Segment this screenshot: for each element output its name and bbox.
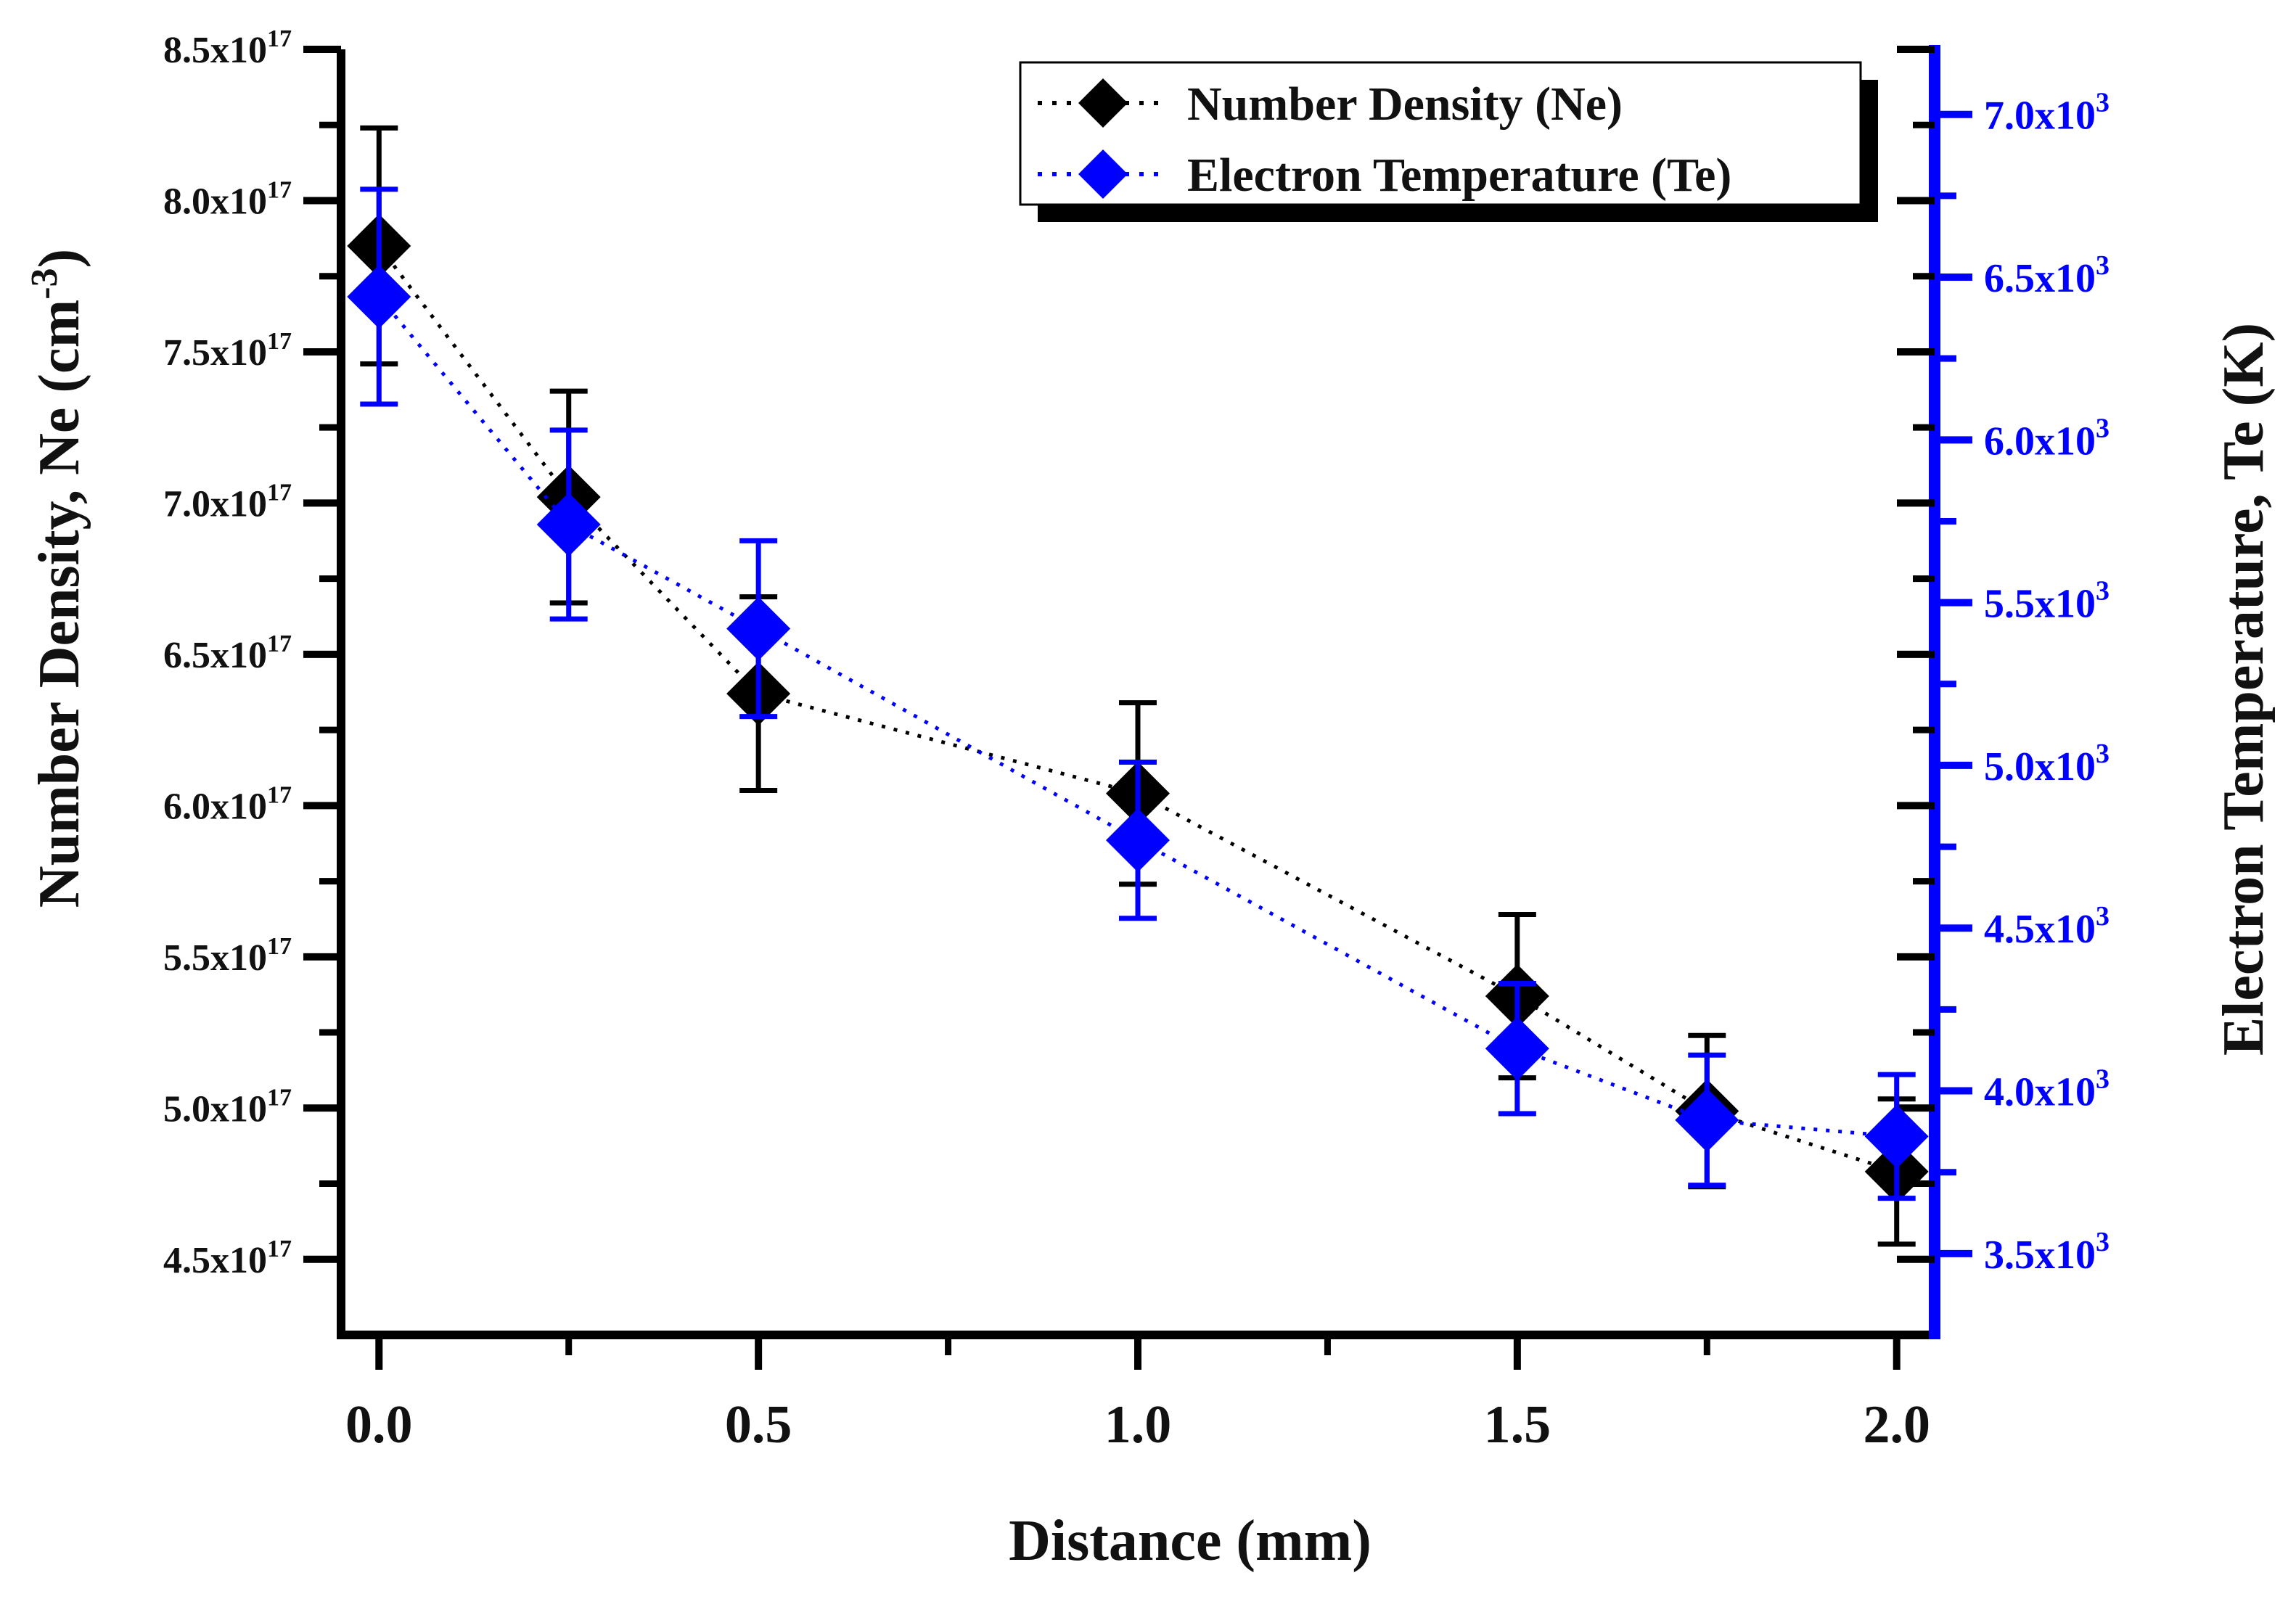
y-left-tick-label: 4.5x1017 [163,1236,292,1281]
x-tick-label: 1.0 [1104,1395,1172,1455]
tick-exponent: 3 [2096,413,2110,443]
tick-exponent: 17 [267,630,292,657]
tick-base: 4.5x10 [163,1240,267,1281]
tick-exponent: 3 [2096,739,2110,769]
y-left-tick-label: 6.5x1017 [163,630,292,676]
axes-layer: 4.5x10175.0x10175.5x10176.0x10176.5x1017… [163,25,2110,1455]
x-tick-label: 0.5 [725,1395,792,1455]
y-right-tick-label: 3.5x103 [1984,1227,2110,1278]
legend-box [1019,61,1862,206]
tick-exponent: 3 [2096,901,2110,932]
tick-base: 6.5x10 [163,635,267,676]
y-right-tick-label: 7.0x103 [1984,88,2110,139]
tick-base: 7.0x10 [1984,94,2096,139]
tick-base: 6.0x10 [163,786,267,827]
tick-exponent: 17 [267,1084,292,1111]
y-left-tick-label: 7.0x1017 [163,479,292,525]
tick-base: 5.5x10 [163,937,267,979]
label-layer: Distance (mm) Number Density, Ne (cm-3) … [24,249,2276,1573]
tick-exponent: 17 [267,176,292,203]
y-right-tick-label: 6.0x103 [1984,413,2110,464]
legend-marker-te [1078,149,1128,199]
tick-exponent: 17 [267,781,292,808]
tick-base: 5.5x10 [1984,582,2096,627]
data-point-te [1485,1016,1549,1081]
legend: Number Density (Ne) Electron Temperature… [1019,61,1878,222]
data-point-te [536,492,601,556]
tick-exponent: 3 [2096,1064,2110,1095]
y-left-tick-label: 8.0x1017 [163,176,292,222]
y-left-title-end: ) [28,249,91,268]
y-right-tick-label: 6.5x103 [1984,250,2110,301]
y-left-title-main: Number Density, Ne (cm [28,300,91,908]
tick-exponent: 17 [267,479,292,506]
x-tick-label: 2.0 [1863,1395,1930,1455]
y-right-tick-label: 5.5x103 [1984,576,2110,627]
tick-base: 3.5x10 [1984,1233,2096,1278]
tick-base: 6.5x10 [1984,256,2096,301]
tick-exponent: 3 [2096,1227,2110,1257]
data-point-te [347,264,411,329]
series-layer [347,125,1929,1247]
y-right-tick-label: 4.5x103 [1984,901,2110,952]
legend-marker-ne [1078,78,1128,128]
tick-base: 8.0x10 [163,181,267,222]
data-point-te [726,596,791,661]
data-point-te [1106,808,1170,873]
tick-base: 8.5x10 [163,30,267,71]
data-point-te [1675,1088,1739,1152]
tick-exponent: 3 [2096,576,2110,607]
tick-base: 5.0x10 [1984,744,2096,789]
tick-base: 5.0x10 [163,1088,267,1130]
tick-exponent: 3 [2096,88,2110,118]
tick-exponent: 3 [2096,250,2110,281]
y-left-tick-label: 5.0x1017 [163,1084,292,1130]
data-point-te [1864,1104,1929,1169]
tick-base: 6.0x10 [1984,419,2096,464]
tick-exponent: 17 [267,25,292,52]
y-left-title-sup: -3 [24,268,65,299]
y-left-tick-label: 8.5x1017 [163,25,292,71]
x-tick-label: 0.0 [345,1395,413,1455]
tick-base: 7.5x10 [163,332,267,374]
legend-label-te: Electron Temperature (Te) [1187,149,1731,202]
x-axis-title: Distance (mm) [1009,1509,1372,1573]
tick-base: 7.0x10 [163,483,267,525]
y-left-tick-label: 7.5x1017 [163,328,292,374]
tick-exponent: 17 [267,933,292,960]
tick-exponent: 17 [267,1236,292,1262]
y-left-tick-label: 6.0x1017 [163,781,292,827]
tick-exponent: 17 [267,328,292,355]
y-left-tick-label: 5.5x1017 [163,933,292,979]
legend-label-ne: Number Density (Ne) [1187,78,1623,131]
x-tick-label: 1.5 [1484,1395,1551,1455]
y-right-axis-title: Electron Temperature, Te (K) [2212,323,2276,1056]
y-left-axis-title: Number Density, Ne (cm-3) [24,249,91,908]
tick-base: 4.0x10 [1984,1070,2096,1115]
tick-base: 4.5x10 [1984,907,2096,952]
y-right-tick-label: 5.0x103 [1984,739,2110,789]
y-right-tick-label: 4.0x103 [1984,1064,2110,1115]
